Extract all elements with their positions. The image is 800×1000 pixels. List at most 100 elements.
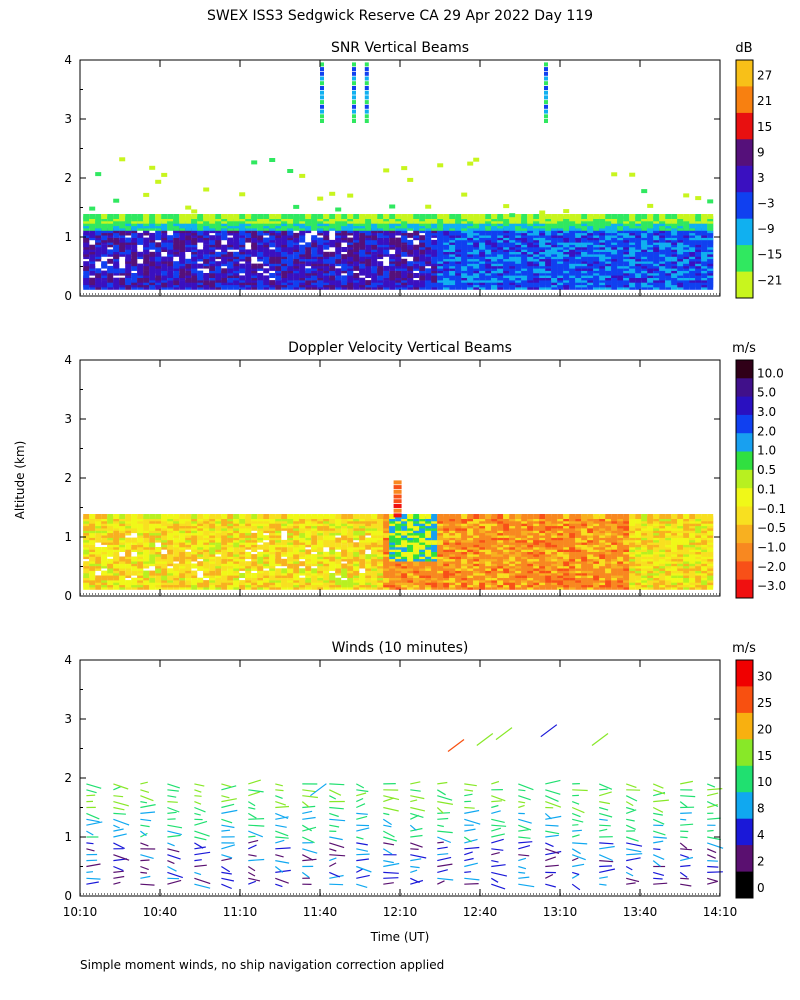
velocity-cell bbox=[341, 580, 348, 586]
velocity-cell bbox=[245, 551, 252, 557]
snr-cell bbox=[413, 251, 420, 257]
snr-cell bbox=[89, 256, 96, 262]
velocity-cell bbox=[179, 580, 186, 586]
velocity-cell bbox=[293, 514, 300, 519]
velocity-cell bbox=[179, 537, 186, 543]
y-tick-label: 0 bbox=[64, 289, 72, 303]
velocity-cell bbox=[161, 530, 168, 536]
velocity-cell bbox=[95, 514, 102, 519]
snr-cell bbox=[311, 242, 318, 248]
snr-cell bbox=[299, 263, 306, 269]
snr-cell bbox=[209, 280, 216, 286]
velocity-cell bbox=[245, 573, 252, 578]
snr-cell bbox=[233, 239, 240, 245]
velocity-cell bbox=[467, 514, 474, 519]
velocity-cell bbox=[287, 547, 294, 552]
panel-title: Doppler Velocity Vertical Beams bbox=[288, 340, 512, 356]
velocity-cell bbox=[83, 549, 90, 555]
snr-cell bbox=[323, 235, 330, 241]
snr-cell bbox=[335, 249, 342, 255]
velocity-cell bbox=[401, 514, 408, 519]
snr-cell bbox=[329, 251, 336, 257]
snr-cell bbox=[671, 214, 678, 219]
snr-cell bbox=[119, 214, 126, 219]
snr-cell bbox=[179, 214, 186, 219]
snr-cell bbox=[215, 268, 222, 274]
velocity-cell bbox=[113, 514, 120, 519]
snr-cell bbox=[89, 263, 96, 269]
snr-cell bbox=[364, 86, 369, 90]
velocity-cell bbox=[317, 539, 324, 545]
snr-cell bbox=[137, 263, 144, 269]
velocity-cell bbox=[215, 577, 222, 583]
snr-cell bbox=[383, 168, 390, 173]
velocity-cell bbox=[359, 577, 366, 583]
velocity-cell bbox=[323, 530, 330, 536]
snr-cell bbox=[425, 268, 432, 274]
snr-cell bbox=[335, 258, 342, 264]
velocity-cell bbox=[215, 514, 222, 519]
velocity-cell bbox=[131, 514, 138, 519]
velocity-cell bbox=[167, 514, 174, 519]
snr-cell bbox=[275, 280, 282, 286]
snr-cell bbox=[629, 214, 636, 219]
snr-cell bbox=[287, 258, 294, 264]
snr-cell bbox=[275, 242, 282, 248]
snr-cell bbox=[352, 104, 356, 109]
snr-cell bbox=[89, 214, 96, 219]
velocity-cell bbox=[263, 542, 270, 548]
velocity-cell bbox=[83, 568, 90, 574]
velocity-cell bbox=[305, 514, 312, 519]
snr-cell bbox=[359, 277, 366, 283]
velocity-cell bbox=[131, 565, 138, 571]
snr-cell bbox=[125, 249, 132, 255]
snr-cell bbox=[353, 214, 360, 219]
velocity-cell bbox=[323, 514, 330, 519]
snr-cell bbox=[191, 214, 198, 219]
snr-cell bbox=[257, 251, 264, 257]
velocity-cell bbox=[173, 551, 180, 557]
velocity-cell bbox=[275, 514, 282, 519]
snr-cell bbox=[353, 247, 360, 252]
x-axis-label: Time (UT) bbox=[370, 930, 430, 944]
velocity-cell bbox=[143, 580, 150, 586]
snr-cell bbox=[317, 247, 324, 252]
velocity-cell bbox=[221, 570, 228, 576]
velocity-cell bbox=[323, 573, 330, 578]
velocity-cell bbox=[191, 577, 198, 583]
velocity-cell bbox=[293, 539, 300, 545]
snr-cell bbox=[389, 275, 396, 281]
snr-cell bbox=[425, 273, 432, 278]
velocity-cell bbox=[323, 535, 330, 541]
snr-cell bbox=[437, 163, 444, 168]
snr-cell bbox=[245, 263, 252, 269]
snr-cell bbox=[401, 244, 408, 250]
velocity-cell bbox=[323, 551, 330, 557]
velocity-cell bbox=[353, 565, 360, 571]
velocity-cell bbox=[257, 558, 264, 564]
snr-cell bbox=[383, 265, 390, 271]
snr-cell bbox=[143, 265, 150, 271]
snr-cell bbox=[467, 161, 474, 166]
velocity-cell bbox=[131, 577, 138, 583]
velocity-cell bbox=[185, 580, 192, 586]
velocity-cell bbox=[137, 514, 144, 519]
velocity-cell bbox=[479, 514, 486, 519]
snr-cell bbox=[131, 277, 138, 283]
snr-cell bbox=[317, 196, 324, 201]
snr-cell bbox=[419, 235, 426, 241]
velocity-cell bbox=[137, 563, 144, 569]
velocity-cell bbox=[125, 549, 132, 555]
snr-cell bbox=[155, 235, 162, 241]
snr-cell bbox=[101, 261, 108, 267]
snr-cell bbox=[320, 119, 324, 123]
snr-cell bbox=[179, 268, 186, 274]
velocity-cell bbox=[239, 573, 246, 578]
velocity-cell bbox=[347, 547, 354, 552]
snr-cell bbox=[257, 280, 264, 286]
panel-1: SNR Vertical Beams01234dB27211593−3−9−15… bbox=[64, 40, 782, 303]
velocity-cell bbox=[197, 561, 204, 567]
velocity-cell bbox=[233, 514, 240, 519]
snr-cell bbox=[329, 214, 336, 219]
velocity-cell bbox=[347, 514, 354, 519]
